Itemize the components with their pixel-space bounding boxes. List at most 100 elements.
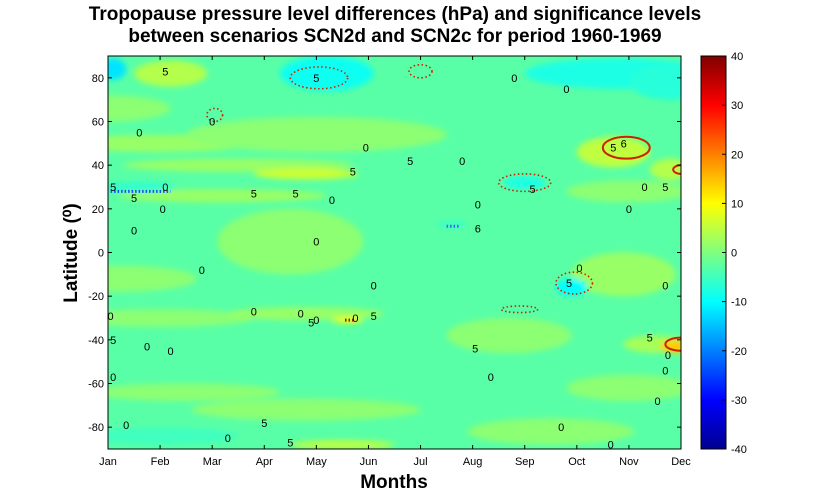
contour-label: 0 — [352, 313, 358, 325]
contour-label: 0 — [488, 372, 494, 384]
contour-label: 6 — [475, 223, 481, 235]
x-tick-label: Jan — [99, 456, 117, 468]
significance-contour — [289, 66, 349, 90]
x-axis: Jan Feb Mar Apr May Jun Jul Aug Sep Oct Nov Dec — [99, 56, 691, 468]
contour-label: 0 — [371, 280, 377, 292]
contour-label: 0 — [511, 73, 517, 85]
contour-label: 0 — [329, 195, 335, 207]
significance-contour — [601, 135, 651, 160]
contour-label: 5 — [662, 182, 668, 194]
y-tick-label: 40 — [92, 160, 104, 172]
contour-label: 5 — [647, 333, 653, 345]
colorbar-tick-label: 20 — [731, 149, 743, 161]
x-tick-label: Jul — [414, 456, 428, 468]
x-tick-label: Mar — [203, 456, 222, 468]
contour-label: 0 — [665, 350, 671, 362]
heatmap-region — [217, 208, 364, 275]
x-tick-label: Apr — [256, 456, 273, 468]
contour-label: 0 — [558, 422, 564, 434]
heatmap-region — [279, 56, 374, 91]
contour-label: 5 — [131, 193, 137, 205]
contour-label: 5 — [292, 189, 298, 201]
contour-label: 0 — [167, 346, 173, 358]
contour-label: 0 — [626, 204, 632, 216]
x-tick-label: Oct — [568, 456, 585, 468]
colorbar: 40 30 20 10 0 -10 -20 -30 -40 — [700, 51, 747, 456]
contour-label: 5 — [566, 278, 572, 290]
significance-contour — [206, 107, 224, 123]
contour-label: 0 — [298, 309, 304, 321]
heatmap-region — [108, 95, 171, 122]
x-axis-label: Months — [360, 472, 428, 493]
heatmap-region — [108, 58, 127, 81]
colorbar-tick-label: 40 — [731, 51, 743, 63]
heatmap-region — [503, 176, 546, 190]
contour-label: 0 — [608, 440, 614, 452]
contour-label: 0 — [160, 204, 166, 216]
y-tick-label: 60 — [92, 117, 104, 129]
contour-label: 0 — [144, 341, 150, 353]
y-tick-label: -60 — [88, 379, 104, 391]
colorbar-tick-label: -20 — [731, 346, 747, 358]
contour-label: 6 — [621, 138, 627, 150]
contour-label: 5 — [110, 335, 116, 347]
colorbar-tick-label: -40 — [731, 444, 747, 456]
contour-label: 5 — [110, 182, 116, 194]
contour-label: 0 — [209, 117, 215, 129]
heatmap-region — [253, 168, 359, 180]
contour-label: 5 — [529, 184, 535, 196]
contour-label: 5 — [308, 317, 314, 329]
significance-contour — [500, 305, 539, 314]
colorbar-tick-label: -10 — [731, 297, 747, 309]
heatmap-region — [134, 60, 207, 87]
contour-label: 0 — [162, 182, 168, 194]
heatmap-region — [331, 316, 364, 324]
contour-label: 0 — [123, 420, 129, 432]
contour-label: 0 — [110, 372, 116, 384]
heatmap-region — [576, 136, 650, 168]
colorbar-tick-label: -30 — [731, 395, 747, 407]
heatmap-region — [628, 64, 681, 100]
contour-label: 0 — [136, 127, 142, 139]
heatmap-region — [467, 418, 635, 445]
x-tick-label: Jun — [360, 456, 378, 468]
contour-label: 5 — [407, 156, 413, 168]
contour-label: 0 — [641, 182, 647, 194]
contour-label: 0 — [131, 226, 137, 238]
contour-label: 5 — [350, 167, 356, 179]
contour-label: 0 — [662, 365, 668, 377]
heatmap-region — [108, 181, 176, 193]
colorbar-ticks: 40 30 20 10 0 -10 -20 -30 -40 — [722, 51, 747, 456]
contour-label: 0 — [313, 315, 319, 327]
contour-label: 0 — [662, 280, 668, 292]
significance-contour — [408, 63, 433, 79]
heatmap-region — [191, 398, 421, 421]
chart-title: Tropopause pressure level differences (h… — [89, 4, 701, 25]
x-tick-label: Feb — [151, 456, 170, 468]
contour-label: 0 — [576, 263, 582, 275]
contour-label: 5 — [162, 66, 168, 78]
contour-label: 0 — [108, 311, 114, 323]
y-tick-label: -80 — [88, 422, 104, 434]
contour-label: 5 — [371, 311, 377, 323]
contour-label: 0 — [363, 143, 369, 155]
y-tick-label: -40 — [88, 335, 104, 347]
significance-contour — [664, 336, 681, 352]
contour-label: 0 — [313, 237, 319, 249]
heatmap-region — [649, 158, 681, 181]
y-tick-label: 20 — [92, 204, 104, 216]
y-tick-label: -20 — [88, 291, 104, 303]
heatmap-region — [108, 265, 197, 292]
contour-label: 5 — [251, 189, 257, 201]
contour-label: 5 — [261, 418, 267, 430]
heatmap-region — [108, 383, 280, 401]
x-tick-label: May — [306, 456, 327, 468]
significance-contour — [555, 271, 594, 295]
heatmap-region — [290, 440, 395, 449]
colorbar-tick-label: 0 — [731, 248, 737, 260]
y-axis-label: Latitude (⁰) — [61, 203, 82, 302]
heatmap-region — [436, 219, 468, 229]
